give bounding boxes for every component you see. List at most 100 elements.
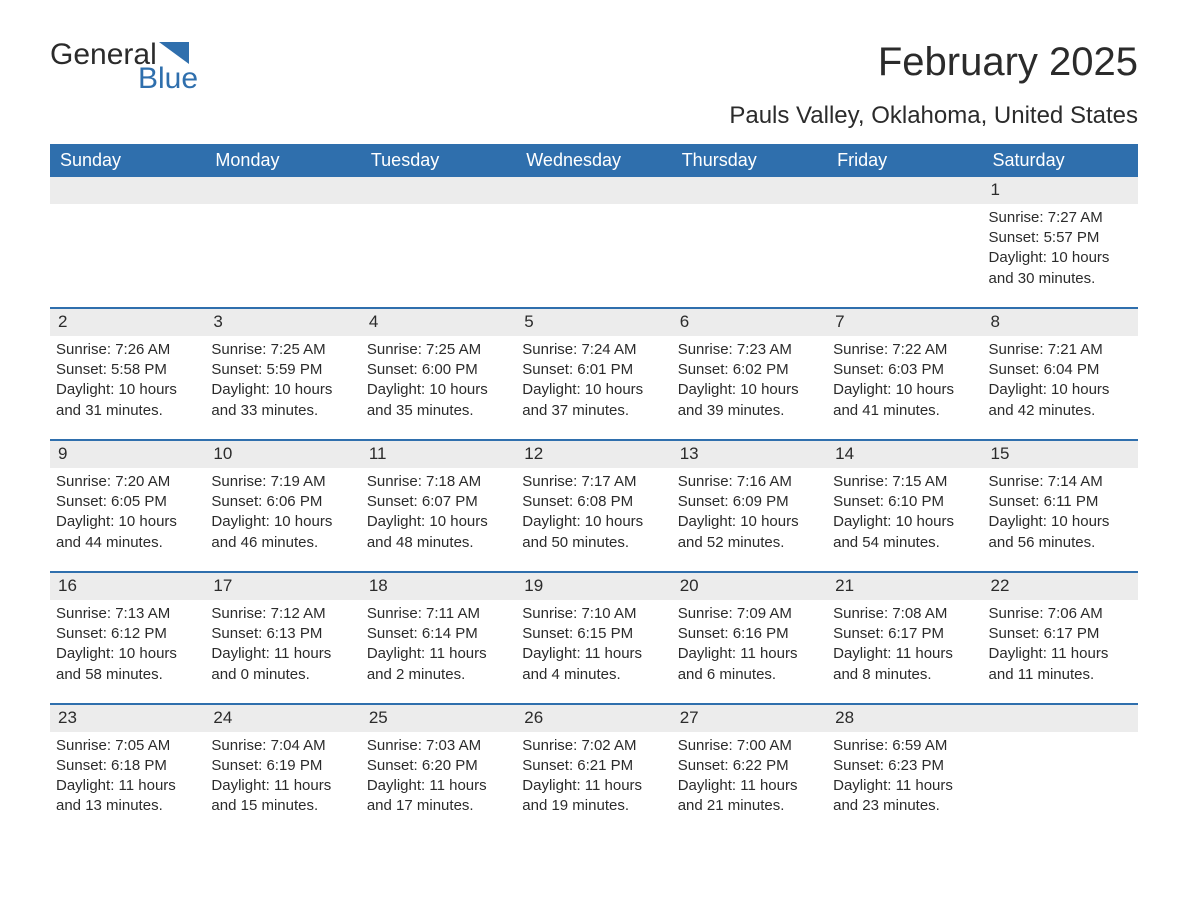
calendar-week: 9Sunrise: 7:20 AMSunset: 6:05 PMDaylight…: [50, 440, 1138, 572]
calendar-cell: 4Sunrise: 7:25 AMSunset: 6:00 PMDaylight…: [361, 308, 516, 440]
sunrise-text: Sunrise: 7:08 AM: [833, 604, 976, 624]
sunrise-text: Sunrise: 7:25 AM: [211, 340, 354, 360]
day-number: 19: [516, 573, 671, 600]
sunrise-text: Sunrise: 7:14 AM: [989, 472, 1132, 492]
day-number: 10: [205, 441, 360, 468]
day-number: 23: [50, 705, 205, 732]
day-number: 26: [516, 705, 671, 732]
calendar-cell: 27Sunrise: 7:00 AMSunset: 6:22 PMDayligh…: [672, 704, 827, 835]
sunrise-text: Sunrise: 7:20 AM: [56, 472, 199, 492]
sunset-text: Sunset: 5:59 PM: [211, 360, 354, 380]
daylight-text: Daylight: 11 hours and 21 minutes.: [678, 776, 821, 817]
day-number: [361, 177, 516, 204]
day-number: [983, 705, 1138, 732]
calendar-body: 1Sunrise: 7:27 AMSunset: 5:57 PMDaylight…: [50, 177, 1138, 835]
day-number: 6: [672, 309, 827, 336]
calendar-cell: 7Sunrise: 7:22 AMSunset: 6:03 PMDaylight…: [827, 308, 982, 440]
dayhdr-wed: Wednesday: [516, 144, 671, 177]
calendar-cell: 10Sunrise: 7:19 AMSunset: 6:06 PMDayligh…: [205, 440, 360, 572]
sunrise-text: Sunrise: 7:04 AM: [211, 736, 354, 756]
sunset-text: Sunset: 6:15 PM: [522, 624, 665, 644]
sunrise-text: Sunrise: 7:25 AM: [367, 340, 510, 360]
sunrise-text: Sunrise: 7:10 AM: [522, 604, 665, 624]
sunset-text: Sunset: 6:16 PM: [678, 624, 821, 644]
sunset-text: Sunset: 6:17 PM: [833, 624, 976, 644]
sunset-text: Sunset: 6:20 PM: [367, 756, 510, 776]
dayhdr-sun: Sunday: [50, 144, 205, 177]
calendar-cell: 15Sunrise: 7:14 AMSunset: 6:11 PMDayligh…: [983, 440, 1138, 572]
day-number: [516, 177, 671, 204]
calendar-cell: 17Sunrise: 7:12 AMSunset: 6:13 PMDayligh…: [205, 572, 360, 704]
calendar-cell: 20Sunrise: 7:09 AMSunset: 6:16 PMDayligh…: [672, 572, 827, 704]
sunrise-text: Sunrise: 6:59 AM: [833, 736, 976, 756]
day-number: 2: [50, 309, 205, 336]
calendar-cell: 9Sunrise: 7:20 AMSunset: 6:05 PMDaylight…: [50, 440, 205, 572]
calendar-week: 1Sunrise: 7:27 AMSunset: 5:57 PMDaylight…: [50, 177, 1138, 308]
calendar-cell: [205, 177, 360, 308]
calendar-cell: [827, 177, 982, 308]
sunrise-text: Sunrise: 7:00 AM: [678, 736, 821, 756]
day-number: 8: [983, 309, 1138, 336]
sunrise-text: Sunrise: 7:21 AM: [989, 340, 1132, 360]
sunrise-text: Sunrise: 7:26 AM: [56, 340, 199, 360]
calendar-cell: 13 Sunrise: 7:16 AMSunset: 6:09 PMDayligh…: [672, 440, 827, 572]
sunrise-text: Sunrise: 7:12 AM: [211, 604, 354, 624]
dayhdr-fri: Friday: [827, 144, 982, 177]
sunset-text: Sunset: 6:01 PM: [522, 360, 665, 380]
calendar-cell: 1Sunrise: 7:27 AMSunset: 5:57 PMDaylight…: [983, 177, 1138, 308]
daylight-text: Daylight: 10 hours and 52 minutes.: [678, 512, 821, 553]
day-number: 20: [672, 573, 827, 600]
daylight-text: Daylight: 10 hours and 58 minutes.: [56, 644, 199, 685]
sunrise-text: Sunrise: 7:23 AM: [678, 340, 821, 360]
sunset-text: Sunset: 6:14 PM: [367, 624, 510, 644]
sunset-text: Sunset: 6:08 PM: [522, 492, 665, 512]
sunset-text: Sunset: 6:03 PM: [833, 360, 976, 380]
calendar-cell: 14Sunrise: 7:15 AMSunset: 6:10 PMDayligh…: [827, 440, 982, 572]
month-title: February 2025: [878, 40, 1138, 85]
calendar-cell: 22Sunrise: 7:06 AMSunset: 6:17 PMDayligh…: [983, 572, 1138, 704]
day-number: 22: [983, 573, 1138, 600]
calendar-week: 2Sunrise: 7:26 AMSunset: 5:58 PMDaylight…: [50, 308, 1138, 440]
calendar-cell: 2Sunrise: 7:26 AMSunset: 5:58 PMDaylight…: [50, 308, 205, 440]
calendar-cell: 24 Sunrise: 7:04 AMSunset: 6:19 PMDayligh…: [205, 704, 360, 835]
calendar-cell: 8Sunrise: 7:21 AMSunset: 6:04 PMDaylight…: [983, 308, 1138, 440]
sunset-text: Sunset: 6:02 PM: [678, 360, 821, 380]
sunset-text: Sunset: 6:12 PM: [56, 624, 199, 644]
dayhdr-tue: Tuesday: [361, 144, 516, 177]
sunrise-text: Sunrise: 7:27 AM: [989, 208, 1132, 228]
sunset-text: Sunset: 6:22 PM: [678, 756, 821, 776]
daylight-text: Daylight: 10 hours and 41 minutes.: [833, 380, 976, 421]
sunrise-text: Sunrise: 7:13 AM: [56, 604, 199, 624]
sunset-text: Sunset: 6:19 PM: [211, 756, 354, 776]
dayhdr-thu: Thursday: [672, 144, 827, 177]
daylight-text: Daylight: 10 hours and 33 minutes.: [211, 380, 354, 421]
day-number: 13: [672, 441, 827, 468]
sunrise-text: Sunrise: 7:02 AM: [522, 736, 665, 756]
brand-logo: General Blue: [50, 40, 198, 94]
calendar-cell: 12Sunrise: 7:17 AMSunset: 6:08 PMDayligh…: [516, 440, 671, 572]
daylight-text: Daylight: 10 hours and 46 minutes.: [211, 512, 354, 553]
day-number: 9: [50, 441, 205, 468]
brand-flag-icon: [159, 42, 189, 64]
sunset-text: Sunset: 6:07 PM: [367, 492, 510, 512]
calendar-cell: 6Sunrise: 7:23 AMSunset: 6:02 PMDaylight…: [672, 308, 827, 440]
calendar-cell: 16Sunrise: 7:13 AMSunset: 6:12 PMDayligh…: [50, 572, 205, 704]
sunset-text: Sunset: 6:09 PM: [678, 492, 821, 512]
sunrise-text: Sunrise: 7:19 AM: [211, 472, 354, 492]
day-number: 12: [516, 441, 671, 468]
sunrise-text: Sunrise: 7:16 AM: [678, 472, 821, 492]
day-number: 24: [205, 705, 360, 732]
day-number: 1: [983, 177, 1138, 204]
daylight-text: Daylight: 11 hours and 13 minutes.: [56, 776, 199, 817]
sunrise-text: Sunrise: 7:15 AM: [833, 472, 976, 492]
day-number: 25: [361, 705, 516, 732]
daylight-text: Daylight: 11 hours and 15 minutes.: [211, 776, 354, 817]
daylight-text: Daylight: 11 hours and 17 minutes.: [367, 776, 510, 817]
day-number: 4: [361, 309, 516, 336]
calendar-cell: [516, 177, 671, 308]
day-number: 15: [983, 441, 1138, 468]
day-number: 7: [827, 309, 982, 336]
sunrise-text: Sunrise: 7:18 AM: [367, 472, 510, 492]
day-number: 3: [205, 309, 360, 336]
day-number: 21: [827, 573, 982, 600]
